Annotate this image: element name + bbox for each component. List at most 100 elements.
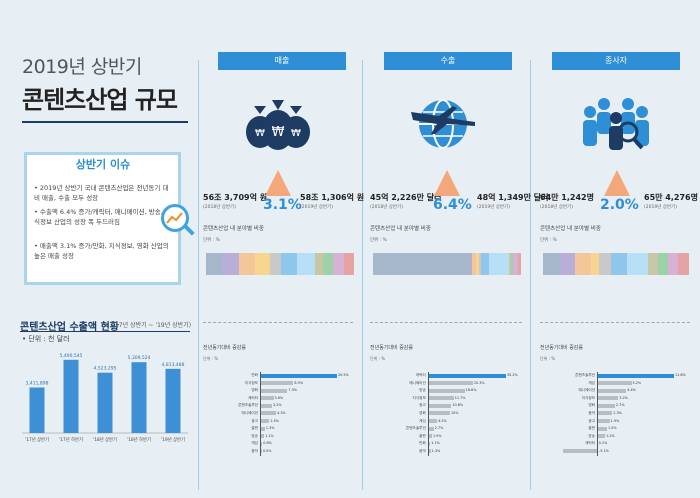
- share-segment: [281, 253, 297, 275]
- growth-bar-label: 콘텐츠솔루션: [575, 373, 595, 377]
- share-segment: [239, 253, 256, 275]
- growth-bar-value: 8.9%: [294, 380, 304, 385]
- growth-bar-value: 16.6%: [465, 388, 477, 393]
- export-chart-subtitle: ('17년 상반기 ~ '19년 상반기): [111, 322, 192, 329]
- share-segment: [222, 253, 240, 275]
- growth-bar-label: 음악: [419, 448, 426, 453]
- growth-bar-row: 캐릭터 3.6%: [203, 394, 353, 403]
- zero-axis-line: [597, 447, 598, 456]
- zero-axis-line: [260, 417, 261, 426]
- zero-axis-line: [427, 409, 429, 418]
- issue-title: 상반기 이슈: [75, 158, 131, 171]
- growth-bar-value: 3.2%: [619, 395, 628, 400]
- growth-bar: [260, 388, 288, 393]
- export-title-underline: [20, 331, 190, 332]
- growth-bar-value: 20.5%: [338, 373, 349, 377]
- growth-bar-row: 방송 1.1%: [203, 432, 353, 441]
- growth-bar-label: 만화: [251, 373, 258, 377]
- sales-2019-value: 58조 1,306억 원: [300, 193, 365, 202]
- growth-bar-row: 게임 5.2%: [540, 379, 690, 388]
- export-category-label: '17년 상반기: [25, 436, 49, 443]
- growth-bar-row: 출판 1.5%: [540, 425, 690, 433]
- column-header-sales: 매출: [218, 52, 346, 70]
- sales-2019-label: (2019년 상반기): [300, 205, 333, 210]
- growth-bar-row: 방송 16.6%: [370, 387, 522, 395]
- growth-bar: [260, 373, 337, 378]
- share-segment: [591, 253, 600, 275]
- growth-bar-row: 만화-5.1%: [540, 447, 690, 456]
- share-segment: [489, 253, 509, 275]
- export-bar: [29, 387, 45, 433]
- share-segment: [314, 253, 324, 275]
- growth-bar-row: 음악 0.5%: [203, 447, 353, 456]
- growth-bar-row: 만화 1.1%: [370, 440, 522, 448]
- employees-growth-rate: 2.0%: [600, 197, 639, 213]
- zero-axis-line: [597, 387, 598, 395]
- growth-bar-label: 출판: [588, 426, 595, 431]
- share-segment: [647, 253, 659, 275]
- issue-item: • 매출액 3.1% 증가/만화, 지식정보, 영화 산업의 높은 매출 성장: [34, 242, 169, 260]
- zero-axis-line: [597, 409, 598, 418]
- growth-bar-label: 게임: [588, 380, 595, 385]
- growth-bar: [597, 434, 605, 439]
- export-bar-chart: 3,411,898 '17년 상반기 5,490,545 '17년 하반기 4,523,…: [22, 353, 188, 443]
- sales-growth-title: 전년동기대비 증감률: [203, 345, 246, 351]
- growth-bar: [427, 441, 431, 446]
- growth-bar-label: 애니메이션: [409, 380, 426, 385]
- growth-bar-value: 10.6%: [452, 403, 464, 408]
- column-divider: [198, 60, 199, 490]
- zero-axis-line: [260, 447, 261, 456]
- growth-bar-row: 만화 20.5%: [203, 372, 353, 380]
- export-bar: [131, 362, 147, 433]
- sales-2018-label: (2018년 상반기): [203, 205, 236, 210]
- export-2019-label: (2019년 상반기): [477, 205, 510, 210]
- zero-axis-line: [597, 440, 598, 448]
- column-header-employees: 종사자: [552, 52, 680, 70]
- export-bar-value-label: 5,309,524: [128, 355, 151, 361]
- zero-axis-line: [427, 440, 429, 448]
- growth-bar-value: 2.5%: [270, 418, 279, 423]
- growth-bar-label: 광고: [419, 403, 426, 408]
- share-segment: [511, 253, 513, 275]
- growth-triangle-icon: [434, 170, 460, 196]
- growth-bar-label: 방송: [419, 388, 426, 393]
- zero-axis-line: [427, 417, 429, 426]
- growth-bar-value: 1.5%: [607, 426, 617, 431]
- growth-triangle-icon: [265, 170, 291, 196]
- growth-bar-value: 2.3%: [613, 410, 622, 415]
- growth-bar-label: 음악: [588, 410, 595, 415]
- growth-bar-label: 애니메이션: [578, 388, 595, 393]
- column-divider: [362, 60, 363, 490]
- growth-bar: [563, 449, 597, 454]
- growth-bar-label: 출판: [251, 426, 258, 431]
- export-growth-rate: 6.4%: [433, 197, 472, 213]
- zero-axis-line: [260, 379, 261, 388]
- export-2018-value: 45억 2,226만 달러: [370, 193, 442, 202]
- growth-bar-label: 게임: [251, 441, 258, 446]
- growth-bar-row: 콘텐츠솔루션 3.2%: [203, 402, 353, 410]
- growth-bar-label: 콘텐츠솔루션: [405, 426, 426, 431]
- growth-bar-value: 5.2%: [632, 380, 642, 385]
- growth-bar-row: 영화 2.7%: [540, 402, 690, 410]
- title-underline: [22, 121, 188, 123]
- growth-bar: [427, 419, 438, 424]
- growth-bar: [597, 396, 619, 401]
- growth-bar-label: 광고: [588, 418, 595, 423]
- export-growth-title: 전년동기대비 증감률: [370, 345, 413, 351]
- page-subtitle: 2019년 상반기: [22, 56, 142, 78]
- growth-bar-row: 지식정보 11.7%: [370, 394, 522, 403]
- growth-bar: [427, 411, 450, 416]
- growth-bar-label: 콘텐츠솔루션: [238, 403, 258, 408]
- growth-bar-row: 게임 0.6%: [203, 440, 353, 448]
- growth-bar-value: 2.7%: [615, 403, 625, 408]
- growth-bar-label: 방송: [251, 433, 258, 438]
- export-2019-value: 48억 1,349만 달러: [477, 193, 549, 202]
- export-bar: [165, 368, 181, 433]
- share-segment: [667, 253, 678, 275]
- export-unit-label: • 단위 : 천 달러: [22, 335, 70, 343]
- growth-bar-label: 방송: [588, 433, 595, 438]
- growth-bar-value: 20.3%: [473, 380, 485, 385]
- people-search-icon: [583, 98, 649, 150]
- export-bar-value-label: 4,813,488: [162, 362, 185, 368]
- export-growth-unit: 단위 : %: [370, 356, 386, 361]
